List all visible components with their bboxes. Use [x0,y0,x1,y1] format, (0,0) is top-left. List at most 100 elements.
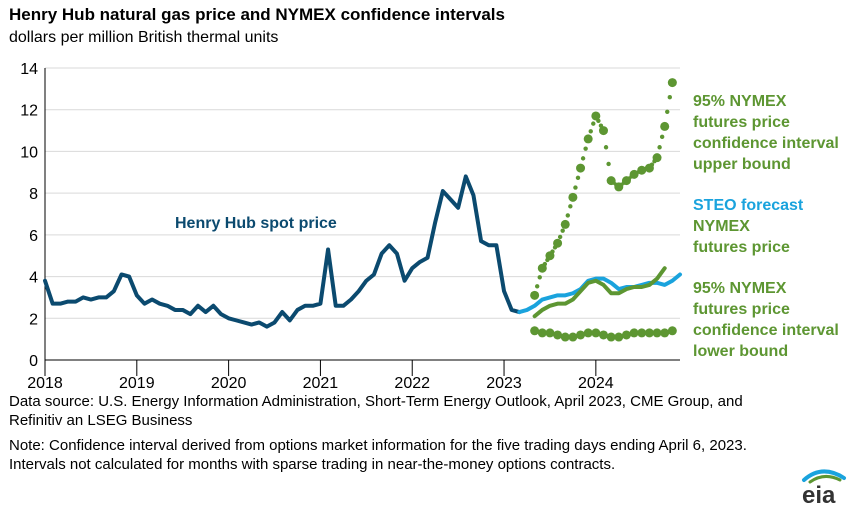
lower-series-point [568,332,578,342]
upper-series-point [560,219,570,229]
annotation-line: STEO forecast [693,197,804,214]
spot-series-line [43,174,522,329]
upper-series-point [660,121,670,131]
upper-series-point [644,163,654,173]
y-tick-label: 10 [20,144,38,161]
upper-series-point [568,192,578,202]
upper-series-point [583,134,593,144]
lower-series-point [637,328,647,338]
lower-series-point [644,328,654,338]
lower-series-point [660,328,670,338]
plot-area [43,78,682,342]
nymex-series-line [532,266,667,319]
lower-series-point [560,332,570,342]
annotation-line: 95% NYMEX [693,93,787,110]
annotation-line: futures price [693,114,790,131]
data-source-note: Data source: U.S. Energy Information Adm… [9,393,743,429]
lower-series-point [598,330,608,340]
lower-series-point [606,332,616,342]
gridlines [44,67,680,361]
y-axis-ticks: 0 2 4 6 8 10 12 14 [20,61,38,370]
x-tick-label: 2024 [578,375,614,392]
lower-series-point [545,328,555,338]
upper-series-point [598,126,608,136]
annotation-line: upper bound [693,156,791,173]
x-axis-ticks: 2018 2019 2020 2021 2022 2023 2024 [27,360,614,392]
upper-series-point [652,153,662,163]
upper-series-point [629,169,639,179]
upper-series-dot [557,234,563,240]
logo-arc-inner-icon [808,475,842,484]
upper-series-dot [657,145,662,150]
logo-arc-icon [802,469,846,482]
methodology-note: Note: Confidence interval derived from o… [9,437,747,473]
upper-series-dot [568,204,573,209]
upper-series-dot [575,175,581,181]
annotation-line: 95% NYMEX [693,280,787,297]
lower-series-point [652,328,662,338]
lower-series-point [553,330,563,340]
upper-series-dot [537,275,542,280]
logo-text: eia [802,482,836,506]
nymex-annotation: NYMEX futures price [693,218,790,256]
upper-series-point [591,111,601,121]
y-tick-label: 4 [29,270,38,287]
upper-series-dot [667,95,672,100]
upper-series-dot [573,185,578,190]
annotation-line: NYMEX [693,218,750,235]
eia-logo-icon: eia [790,466,850,509]
upper-series-point [614,182,624,192]
upper-series-point [537,263,547,273]
series-annotations: Henry Hub spot price 95% NYMEX futures pri… [175,93,839,360]
lower-series-point [530,326,540,336]
chart-title: Henry Hub natural gas price and NYMEX co… [9,5,505,24]
lower-series-point [576,330,586,340]
lower-series-point [591,328,601,338]
upper-series-point [576,163,586,173]
annotation-line: confidence interval [693,322,839,339]
upper-annotation: 95% NYMEX futures price confidence interva… [693,93,839,173]
upper-series-dot [588,129,593,134]
upper-series-dot [583,146,588,151]
y-tick-label: 8 [29,186,38,203]
lower-series-point [537,328,547,338]
x-tick-label: 2023 [486,375,522,392]
y-tick-label: 2 [29,311,38,328]
y-tick-label: 12 [20,103,38,120]
upper-series-dot [659,134,665,140]
upper-series-point [530,290,540,300]
upper-series-dot [580,156,586,161]
spot-annotation: Henry Hub spot price [175,215,337,232]
y-tick-label: 0 [29,353,38,370]
upper-series-point [545,251,555,261]
annotation-line: Henry Hub spot price [175,215,337,232]
annotation-line: lower bound [693,343,788,360]
upper-series-point [553,238,563,248]
upper-series-point [667,78,677,88]
lower-series-point [614,332,624,342]
x-tick-label: 2019 [119,375,155,392]
upper-series-point [637,165,647,175]
annotation-line: futures price [693,239,790,256]
x-tick-label: 2020 [211,375,247,392]
chart-subtitle: dollars per million British thermal unit… [9,29,279,46]
upper-series-dot [591,121,596,126]
upper-series-dot [606,161,611,167]
line-chart: 0 2 4 6 8 10 12 14 2018 2019 2020 2021 2022 2023 2024… [20,61,839,392]
upper-series-dot [665,109,670,115]
lower-series-point [583,328,593,338]
upper-series-dot [565,213,570,218]
lower-annotation: 95% NYMEX futures price confidence interva… [693,280,839,360]
annotation-line: confidence interval [693,135,839,152]
annotation-line: futures price [693,301,790,318]
x-tick-label: 2018 [27,375,63,392]
lower-series-point [621,330,631,340]
x-tick-label: 2021 [303,375,339,392]
lower-series-point [667,326,677,336]
lower-series-point [629,328,639,338]
upper-series-point [621,176,631,186]
upper-series-dot [560,228,565,233]
steo-annotation: STEO forecast [693,197,804,214]
upper-series-point [606,176,616,186]
upper-series-dot [534,284,540,289]
